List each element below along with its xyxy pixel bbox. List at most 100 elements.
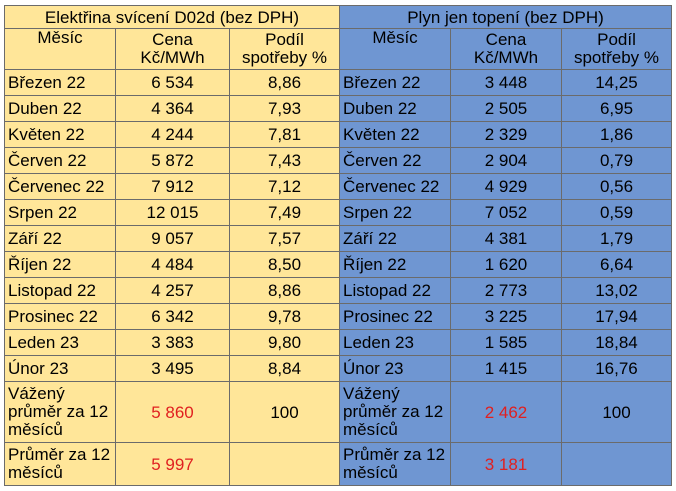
electricity-share-cell: 7,93 bbox=[229, 95, 340, 122]
gas-share-cell: 18,84 bbox=[561, 329, 672, 356]
gas-weighted-label: Vážený průměr za 12 měsíců bbox=[339, 381, 451, 443]
gas-share-cell: 0,56 bbox=[561, 173, 672, 200]
gas-price-cell: 3 448 bbox=[450, 69, 562, 96]
electricity-month-cell: Červen 22 bbox=[4, 147, 116, 174]
electricity-weighted-share: 100 bbox=[229, 381, 340, 443]
electricity-month-cell: Květen 22 bbox=[4, 121, 116, 148]
gas-price-cell: 2 904 bbox=[450, 147, 562, 174]
gas-price-cell: 4 929 bbox=[450, 173, 562, 200]
price-comparison-table: Elektřina svícení D02d (bez DPH) Plyn je… bbox=[4, 5, 672, 486]
electricity-month-cell: Září 22 bbox=[4, 225, 116, 252]
gas-month-cell: Září 22 bbox=[339, 225, 451, 252]
electricity-price-cell: 5 872 bbox=[115, 147, 230, 174]
electricity-price-cell: 9 057 bbox=[115, 225, 230, 252]
gas-price-header: Cena Kč/MWh bbox=[450, 28, 562, 70]
table-row: Srpen 22 12 015 7,49 Srpen 22 7 052 0,59 bbox=[4, 199, 672, 226]
gas-price-cell: 3 225 bbox=[450, 303, 562, 330]
electricity-share-cell: 8,84 bbox=[229, 355, 340, 382]
gas-month-cell: Březen 22 bbox=[339, 69, 451, 96]
gas-weighted-price: 2 462 bbox=[450, 381, 562, 443]
table-row: Prosinec 22 6 342 9,78 Prosinec 22 3 225 17,9… bbox=[4, 303, 672, 330]
table-row: Červenec 22 7 912 7,12 Červenec 22 4 929 0,56 bbox=[4, 173, 672, 200]
electricity-price-cell: 4 484 bbox=[115, 251, 230, 278]
table-row: Duben 22 4 364 7,93 Duben 22 2 505 6,95 bbox=[4, 95, 672, 122]
table-row: Září 22 9 057 7,57 Září 22 4 381 1,79 bbox=[4, 225, 672, 252]
table-row: Leden 23 3 383 9,80 Leden 23 1 585 18,84 bbox=[4, 329, 672, 356]
gas-share-cell: 14,25 bbox=[561, 69, 672, 96]
electricity-average-share bbox=[229, 442, 340, 486]
electricity-month-cell: Prosinec 22 bbox=[4, 303, 116, 330]
electricity-price-cell: 3 383 bbox=[115, 329, 230, 356]
gas-share-cell: 0,79 bbox=[561, 147, 672, 174]
electricity-month-cell: Březen 22 bbox=[4, 69, 116, 96]
gas-price-cell: 7 052 bbox=[450, 199, 562, 226]
gas-price-cell: 4 381 bbox=[450, 225, 562, 252]
gas-month-cell: Květen 22 bbox=[339, 121, 451, 148]
electricity-month-cell: Listopad 22 bbox=[4, 277, 116, 304]
gas-average-label: Průměr za 12 měsíců bbox=[339, 442, 451, 486]
electricity-price-cell: 7 912 bbox=[115, 173, 230, 200]
gas-price-cell: 1 415 bbox=[450, 355, 562, 382]
electricity-price-cell: 4 364 bbox=[115, 95, 230, 122]
gas-share-cell: 6,64 bbox=[561, 251, 672, 278]
gas-share-cell: 13,02 bbox=[561, 277, 672, 304]
electricity-share-cell: 9,78 bbox=[229, 303, 340, 330]
electricity-share-cell: 7,81 bbox=[229, 121, 340, 148]
electricity-share-cell: 8,50 bbox=[229, 251, 340, 278]
gas-weighted-share: 100 bbox=[561, 381, 672, 443]
electricity-price-cell: 6 534 bbox=[115, 69, 230, 96]
weighted-average-row: Vážený průměr za 12 měsíců 5 860 100 Vážený… bbox=[4, 381, 672, 443]
average-row: Průměr za 12 měsíců 5 997 Průměr za 12 měs… bbox=[4, 442, 672, 486]
electricity-month-cell: Říjen 22 bbox=[4, 251, 116, 278]
title-row: Elektřina svícení D02d (bez DPH) Plyn je… bbox=[4, 5, 672, 29]
gas-month-cell: Listopad 22 bbox=[339, 277, 451, 304]
gas-month-cell: Červenec 22 bbox=[339, 173, 451, 200]
electricity-average-label: Průměr za 12 měsíců bbox=[4, 442, 116, 486]
gas-share-cell: 0,59 bbox=[561, 199, 672, 226]
gas-share-cell: 16,76 bbox=[561, 355, 672, 382]
table-row: Únor 23 3 495 8,84 Únor 23 1 415 16,76 bbox=[4, 355, 672, 382]
electricity-month-header: Měsíc bbox=[4, 28, 116, 70]
electricity-share-cell: 8,86 bbox=[229, 69, 340, 96]
electricity-price-cell: 12 015 bbox=[115, 199, 230, 226]
gas-price-cell: 2 773 bbox=[450, 277, 562, 304]
electricity-price-cell: 3 495 bbox=[115, 355, 230, 382]
electricity-share-cell: 7,57 bbox=[229, 225, 340, 252]
gas-share-header: Podíl spotřeby % bbox=[561, 28, 672, 70]
table-row: Květen 22 4 244 7,81 Květen 22 2 329 1,86 bbox=[4, 121, 672, 148]
gas-share-cell: 1,79 bbox=[561, 225, 672, 252]
electricity-month-cell: Leden 23 bbox=[4, 329, 116, 356]
gas-share-cell: 1,86 bbox=[561, 121, 672, 148]
gas-month-cell: Únor 23 bbox=[339, 355, 451, 382]
electricity-weighted-label: Vážený průměr za 12 měsíců bbox=[4, 381, 116, 443]
gas-price-cell: 2 329 bbox=[450, 121, 562, 148]
electricity-price-cell: 6 342 bbox=[115, 303, 230, 330]
electricity-price-header: Cena Kč/MWh bbox=[115, 28, 230, 70]
gas-price-cell: 1 620 bbox=[450, 251, 562, 278]
electricity-month-cell: Duben 22 bbox=[4, 95, 116, 122]
electricity-share-cell: 7,12 bbox=[229, 173, 340, 200]
table-row: Březen 22 6 534 8,86 Březen 22 3 448 14,25 bbox=[4, 69, 672, 96]
gas-month-cell: Prosinec 22 bbox=[339, 303, 451, 330]
gas-share-cell: 6,95 bbox=[561, 95, 672, 122]
gas-average-share bbox=[561, 442, 672, 486]
electricity-price-cell: 4 244 bbox=[115, 121, 230, 148]
gas-average-price: 3 181 bbox=[450, 442, 562, 486]
gas-month-cell: Červen 22 bbox=[339, 147, 451, 174]
electricity-average-price: 5 997 bbox=[115, 442, 230, 486]
electricity-share-cell: 9,80 bbox=[229, 329, 340, 356]
table-row: Listopad 22 4 257 8,86 Listopad 22 2 773 13,0… bbox=[4, 277, 672, 304]
table-row: Červen 22 5 872 7,43 Červen 22 2 904 0,79 bbox=[4, 147, 672, 174]
gas-month-cell: Srpen 22 bbox=[339, 199, 451, 226]
electricity-month-cell: Únor 23 bbox=[4, 355, 116, 382]
gas-month-cell: Duben 22 bbox=[339, 95, 451, 122]
electricity-share-cell: 8,86 bbox=[229, 277, 340, 304]
electricity-month-cell: Červenec 22 bbox=[4, 173, 116, 200]
electricity-price-cell: 4 257 bbox=[115, 277, 230, 304]
table-row: Říjen 22 4 484 8,50 Říjen 22 1 620 6,64 bbox=[4, 251, 672, 278]
electricity-share-header: Podíl spotřeby % bbox=[229, 28, 340, 70]
gas-price-cell: 2 505 bbox=[450, 95, 562, 122]
gas-month-cell: Leden 23 bbox=[339, 329, 451, 356]
electricity-weighted-price: 5 860 bbox=[115, 381, 230, 443]
header-row: Měsíc Cena Kč/MWh Podíl spotřeby % Měsíc… bbox=[4, 28, 672, 70]
